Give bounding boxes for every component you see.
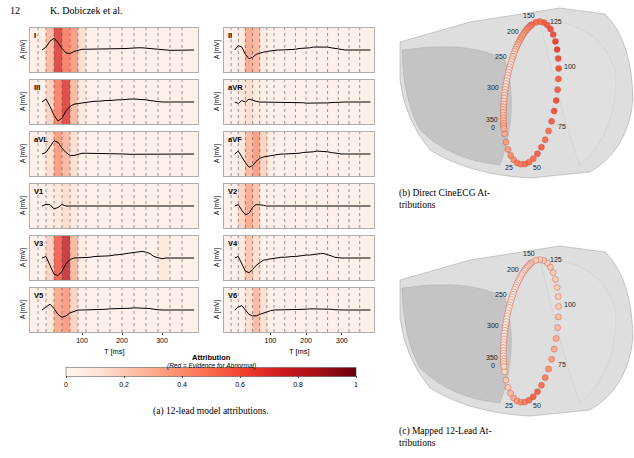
svg-text:25: 25 xyxy=(505,164,513,171)
svg-text:A [mV]: A [mV] xyxy=(19,40,27,59)
svg-text:350: 350 xyxy=(486,116,498,123)
svg-text:aVL: aVL xyxy=(34,135,48,144)
svg-text:(Red = Evidence for Abnormal): (Red = Evidence for Abnormal) xyxy=(167,362,256,370)
svg-text:300: 300 xyxy=(156,337,168,344)
svg-text:0.8: 0.8 xyxy=(293,381,303,388)
svg-text:A [mV]: A [mV] xyxy=(213,196,221,215)
svg-text:250: 250 xyxy=(495,291,507,298)
svg-text:V2: V2 xyxy=(228,187,237,196)
svg-text:50: 50 xyxy=(533,402,541,409)
svg-text:A [mV]: A [mV] xyxy=(19,248,27,267)
svg-text:12: 12 xyxy=(10,5,20,16)
svg-text:100: 100 xyxy=(265,337,277,344)
svg-text:300: 300 xyxy=(487,84,499,91)
svg-text:250: 250 xyxy=(495,53,507,60)
svg-text:A [mV]: A [mV] xyxy=(19,144,27,163)
svg-text:200: 200 xyxy=(300,337,312,344)
svg-text:(a) 12-lead model attributions: (a) 12-lead model attributions. xyxy=(153,406,269,417)
svg-text:V6: V6 xyxy=(228,291,237,300)
svg-text:0.6: 0.6 xyxy=(235,381,245,388)
svg-text:0: 0 xyxy=(64,381,68,388)
svg-text:75: 75 xyxy=(558,123,566,130)
svg-text:(c) Mapped 12-Lead At-tributio: (c) Mapped 12-Lead At-tributions xyxy=(399,426,492,448)
svg-text:100: 100 xyxy=(76,337,88,344)
svg-text:1: 1 xyxy=(354,381,358,388)
svg-text:A [mV]: A [mV] xyxy=(19,92,27,111)
svg-text:A [mV]: A [mV] xyxy=(213,248,221,267)
svg-text:0.4: 0.4 xyxy=(177,381,187,388)
svg-text:K. Dobiczek et al.: K. Dobiczek et al. xyxy=(50,5,122,16)
svg-text:(b) Direct CineECG At-tributio: (b) Direct CineECG At-tributions xyxy=(399,188,490,210)
svg-text:125: 125 xyxy=(550,18,562,25)
svg-text:50: 50 xyxy=(533,164,541,171)
svg-text:aVR: aVR xyxy=(228,83,243,92)
svg-text:0.2: 0.2 xyxy=(119,381,129,388)
svg-text:A [mV]: A [mV] xyxy=(213,144,221,163)
svg-text:350: 350 xyxy=(486,354,498,361)
svg-text:A [mV]: A [mV] xyxy=(19,196,27,215)
svg-text:150: 150 xyxy=(523,12,535,19)
svg-text:200: 200 xyxy=(507,28,519,35)
svg-text:V3: V3 xyxy=(34,239,43,248)
svg-text:75: 75 xyxy=(558,361,566,368)
svg-text:300: 300 xyxy=(487,322,499,329)
svg-text:I: I xyxy=(34,31,36,40)
svg-text:V5: V5 xyxy=(34,291,43,300)
svg-text:100: 100 xyxy=(564,63,576,70)
svg-text:300: 300 xyxy=(336,337,348,344)
svg-text:T [ms]: T [ms] xyxy=(289,347,310,356)
svg-text:200: 200 xyxy=(116,337,128,344)
svg-text:III: III xyxy=(34,83,40,92)
svg-text:V4: V4 xyxy=(228,239,238,248)
svg-text:A [mV]: A [mV] xyxy=(213,92,221,111)
svg-text:II: II xyxy=(228,31,232,40)
svg-text:200: 200 xyxy=(507,266,519,273)
svg-text:A [mV]: A [mV] xyxy=(213,300,221,319)
svg-text:A [mV]: A [mV] xyxy=(213,40,221,59)
svg-text:T [ms]: T [ms] xyxy=(104,347,125,356)
svg-text:aVF: aVF xyxy=(228,135,242,144)
svg-text:A [mV]: A [mV] xyxy=(19,300,27,319)
svg-text:150: 150 xyxy=(523,250,535,257)
svg-text:0: 0 xyxy=(491,362,495,369)
svg-text:100: 100 xyxy=(564,301,576,308)
svg-text:0: 0 xyxy=(491,124,495,131)
svg-text:25: 25 xyxy=(505,402,513,409)
svg-text:Attribution: Attribution xyxy=(192,353,231,362)
svg-text:V1: V1 xyxy=(34,187,43,196)
svg-text:125: 125 xyxy=(550,256,562,263)
